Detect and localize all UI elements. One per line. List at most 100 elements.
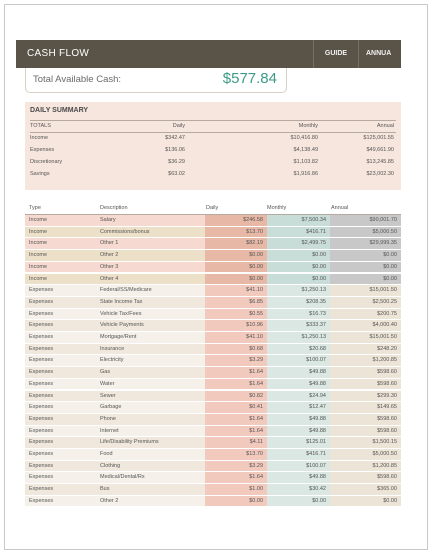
row-annual[interactable]: $598.60	[330, 378, 401, 391]
row-type[interactable]: Expenses	[25, 308, 97, 321]
row-monthly[interactable]: $24.94	[267, 390, 330, 403]
row-type[interactable]: Expenses	[25, 413, 97, 426]
row-daily[interactable]: $0.82	[205, 390, 267, 403]
row-annual[interactable]: $5,000.50	[330, 449, 401, 461]
row-daily[interactable]: $0.00	[205, 495, 267, 508]
row-type[interactable]: Income	[25, 238, 97, 251]
row-annual[interactable]: $149.65	[330, 402, 401, 414]
row-annual[interactable]: $200.75	[330, 308, 401, 321]
row-type[interactable]: Income	[25, 261, 97, 274]
row-annual[interactable]: $0.00	[330, 261, 401, 274]
row-daily[interactable]: $1.64	[205, 472, 267, 485]
row-description[interactable]: Vehicle Tax/Fees	[97, 308, 205, 321]
row-annual[interactable]: $0.00	[330, 273, 401, 286]
row-type[interactable]: Expenses	[25, 343, 97, 356]
row-description[interactable]: Other 3	[97, 261, 205, 274]
row-monthly[interactable]: $49.88	[267, 425, 330, 438]
row-description[interactable]: Other 2	[97, 250, 205, 262]
row-monthly[interactable]: $416.71	[267, 226, 330, 239]
row-monthly[interactable]: $49.88	[267, 472, 330, 485]
row-annual[interactable]: $2,500.25	[330, 296, 401, 309]
row-type[interactable]: Expenses	[25, 367, 97, 379]
row-daily[interactable]: $41.10	[205, 285, 267, 297]
row-description[interactable]: Internet	[97, 425, 205, 438]
row-monthly[interactable]: $1,250.13	[267, 285, 330, 297]
row-daily[interactable]: $1.64	[205, 378, 267, 391]
row-monthly[interactable]: $0.00	[267, 250, 330, 262]
row-monthly[interactable]: $49.88	[267, 413, 330, 426]
row-type[interactable]: Expenses	[25, 460, 97, 473]
row-type[interactable]: Expenses	[25, 285, 97, 297]
row-type[interactable]: Expenses	[25, 495, 97, 508]
row-type[interactable]: Expenses	[25, 378, 97, 391]
row-annual[interactable]: $248.20	[330, 343, 401, 356]
row-daily[interactable]: $82.19	[205, 238, 267, 251]
row-description[interactable]: Federal/SS/Medicare	[97, 285, 205, 297]
row-monthly[interactable]: $0.00	[267, 273, 330, 286]
row-daily[interactable]: $1.64	[205, 413, 267, 426]
row-type[interactable]: Expenses	[25, 425, 97, 438]
row-type[interactable]: Income	[25, 250, 97, 262]
row-description[interactable]: Vehicle Payments	[97, 320, 205, 332]
row-annual[interactable]: $365.00	[330, 484, 401, 496]
row-description[interactable]: Other 1	[97, 238, 205, 251]
row-annual[interactable]: $90,001.70	[330, 215, 401, 227]
row-monthly[interactable]: $16.73	[267, 308, 330, 321]
row-annual[interactable]: $299.30	[330, 390, 401, 403]
row-annual[interactable]: $4,000.40	[330, 320, 401, 332]
row-type[interactable]: Income	[25, 226, 97, 239]
row-daily[interactable]: $0.68	[205, 343, 267, 356]
row-description[interactable]: Food	[97, 449, 205, 461]
row-daily[interactable]: $0.55	[205, 308, 267, 321]
row-daily[interactable]: $4.11	[205, 437, 267, 449]
row-daily[interactable]: $3.29	[205, 355, 267, 368]
row-monthly[interactable]: $30.42	[267, 484, 330, 496]
row-monthly[interactable]: $1,250.13	[267, 332, 330, 344]
row-annual[interactable]: $598.60	[330, 413, 401, 426]
row-type[interactable]: Expenses	[25, 390, 97, 403]
row-description[interactable]: Other 2	[97, 495, 205, 508]
row-annual[interactable]: $0.00	[330, 495, 401, 508]
row-monthly[interactable]: $49.88	[267, 367, 330, 379]
row-description[interactable]: Commissions/bonus	[97, 226, 205, 239]
row-type[interactable]: Expenses	[25, 484, 97, 496]
row-type[interactable]: Income	[25, 273, 97, 286]
guide-button[interactable]: GUIDE	[324, 50, 348, 57]
row-type[interactable]: Expenses	[25, 402, 97, 414]
row-daily[interactable]: $1.64	[205, 367, 267, 379]
row-monthly[interactable]: $7,500.34	[267, 215, 330, 227]
row-daily[interactable]: $0.41	[205, 402, 267, 414]
row-daily[interactable]: $10.96	[205, 320, 267, 332]
row-annual[interactable]: $598.60	[330, 425, 401, 438]
row-type[interactable]: Expenses	[25, 332, 97, 344]
row-annual[interactable]: $15,001.50	[330, 285, 401, 297]
row-description[interactable]: Gas	[97, 367, 205, 379]
row-daily[interactable]: $6.85	[205, 296, 267, 309]
row-monthly[interactable]: $20.68	[267, 343, 330, 356]
row-type[interactable]: Expenses	[25, 320, 97, 332]
row-type[interactable]: Expenses	[25, 296, 97, 309]
row-monthly[interactable]: $0.00	[267, 261, 330, 274]
row-daily[interactable]: $0.00	[205, 261, 267, 274]
row-description[interactable]: Medical/Dental/Rx	[97, 472, 205, 485]
row-annual[interactable]: $1,200.85	[330, 355, 401, 368]
row-daily[interactable]: $0.00	[205, 273, 267, 286]
row-daily[interactable]: $13.70	[205, 226, 267, 239]
row-monthly[interactable]: $333.37	[267, 320, 330, 332]
row-daily[interactable]: $41.10	[205, 332, 267, 344]
row-description[interactable]: Water	[97, 378, 205, 391]
row-annual[interactable]: $29,999.35	[330, 238, 401, 251]
row-monthly[interactable]: $2,499.75	[267, 238, 330, 251]
row-monthly[interactable]: $12.47	[267, 402, 330, 414]
row-description[interactable]: Garbage	[97, 402, 205, 414]
row-type[interactable]: Expenses	[25, 437, 97, 449]
row-type[interactable]: Expenses	[25, 449, 97, 461]
row-description[interactable]: Phone	[97, 413, 205, 426]
row-monthly[interactable]: $49.88	[267, 378, 330, 391]
row-monthly[interactable]: $100.07	[267, 355, 330, 368]
row-type[interactable]: Expenses	[25, 355, 97, 368]
row-annual[interactable]: $1,200.85	[330, 460, 401, 473]
row-monthly[interactable]: $416.71	[267, 449, 330, 461]
row-annual[interactable]: $598.60	[330, 472, 401, 485]
row-annual[interactable]: $0.00	[330, 250, 401, 262]
